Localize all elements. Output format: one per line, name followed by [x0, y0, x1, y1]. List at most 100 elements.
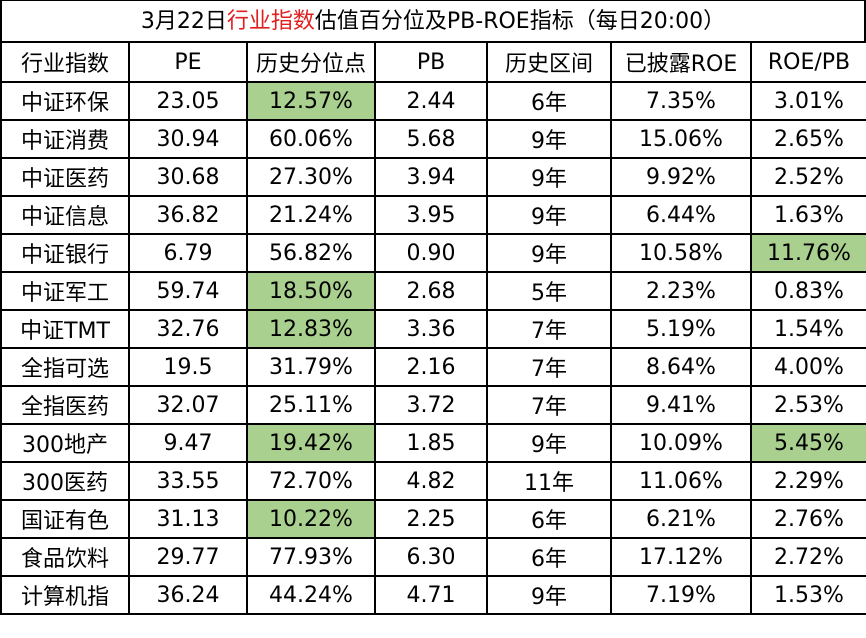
table-body: 中证环保 23.05 12.57% 2.44 6年 7.35% 3.01% 中证消费 30.94…: [0, 81, 866, 615]
cell-percentile: 44.24%: [246, 575, 376, 615]
cell-pb: 4.82: [374, 461, 488, 501]
cell-index-name: 中证环保: [0, 81, 130, 121]
cell-index-name: 计算机指: [0, 575, 130, 615]
header-pe: PE: [128, 41, 248, 83]
cell-roe: 15.06%: [610, 119, 752, 159]
title-highlight: 行业指数: [226, 9, 315, 34]
cell-index-name: 中证TMT: [0, 309, 130, 349]
cell-percentile: 31.79%: [246, 347, 376, 387]
cell-index-name: 中证银行: [0, 233, 130, 273]
cell-pb: 2.44: [374, 81, 488, 121]
table-row: 计算机指 36.24 44.24% 4.71 9年 7.19% 1.53%: [0, 575, 866, 615]
cell-pb: 3.72: [374, 385, 488, 425]
cell-roe-pb: 2.29%: [750, 461, 866, 501]
cell-pb: 6.30: [374, 537, 488, 577]
cell-percentile: 12.83%: [246, 309, 376, 349]
cell-roe: 9.92%: [610, 157, 752, 197]
cell-roe-pb: 2.65%: [750, 119, 866, 159]
cell-roe-pb: 2.72%: [750, 537, 866, 577]
cell-roe: 6.21%: [610, 499, 752, 539]
cell-percentile: 60.06%: [246, 119, 376, 159]
table-title: 3月22日行业指数估值百分位及PB-ROE指标（每日20:00）: [0, 0, 866, 41]
cell-range: 6年: [486, 81, 612, 121]
cell-percentile: 72.70%: [246, 461, 376, 501]
cell-roe: 17.12%: [610, 537, 752, 577]
cell-pe: 32.07: [128, 385, 248, 425]
cell-roe: 7.19%: [610, 575, 752, 615]
cell-roe-pb: 1.63%: [750, 195, 866, 235]
cell-range: 9年: [486, 157, 612, 197]
cell-percentile: 56.82%: [246, 233, 376, 273]
cell-range: 7年: [486, 347, 612, 387]
cell-roe-pb: 4.00%: [750, 347, 866, 387]
cell-pb: 4.71: [374, 575, 488, 615]
cell-roe-pb: 3.01%: [750, 81, 866, 121]
cell-pe: 33.55: [128, 461, 248, 501]
cell-range: 6年: [486, 537, 612, 577]
table-row: 中证信息 36.82 21.24% 3.95 9年 6.44% 1.63%: [0, 195, 866, 235]
table-row: 300地产 9.47 19.42% 1.85 9年 10.09% 5.45%: [0, 423, 866, 463]
cell-pe: 30.94: [128, 119, 248, 159]
table-row: 国证有色 31.13 10.22% 2.25 6年 6.21% 2.76%: [0, 499, 866, 539]
table-row: 中证医药 30.68 27.30% 3.94 9年 9.92% 2.52%: [0, 157, 866, 197]
cell-range: 11年: [486, 461, 612, 501]
cell-range: 9年: [486, 195, 612, 235]
cell-index-name: 国证有色: [0, 499, 130, 539]
table-row: 300医药 33.55 72.70% 4.82 11年 11.06% 2.29%: [0, 461, 866, 501]
cell-index-name: 中证军工: [0, 271, 130, 311]
cell-roe: 10.09%: [610, 423, 752, 463]
cell-roe: 9.41%: [610, 385, 752, 425]
cell-roe-pb: 0.83%: [750, 271, 866, 311]
cell-roe-pb: 1.54%: [750, 309, 866, 349]
cell-range: 9年: [486, 119, 612, 159]
cell-index-name: 300地产: [0, 423, 130, 463]
cell-roe: 7.35%: [610, 81, 752, 121]
table-row: 中证银行 6.79 56.82% 0.90 9年 10.58% 11.76%: [0, 233, 866, 273]
cell-index-name: 中证信息: [0, 195, 130, 235]
header-percentile: 历史分位点: [246, 41, 376, 83]
header-roe: 已披露ROE: [610, 41, 752, 83]
cell-percentile: 27.30%: [246, 157, 376, 197]
cell-index-name: 全指医药: [0, 385, 130, 425]
cell-pb: 2.25: [374, 499, 488, 539]
cell-pb: 3.36: [374, 309, 488, 349]
cell-pe: 36.24: [128, 575, 248, 615]
cell-roe: 2.23%: [610, 271, 752, 311]
cell-index-name: 300医药: [0, 461, 130, 501]
cell-roe: 6.44%: [610, 195, 752, 235]
cell-range: 7年: [486, 385, 612, 425]
header-pb: PB: [374, 41, 488, 83]
table-row: 中证环保 23.05 12.57% 2.44 6年 7.35% 3.01%: [0, 81, 866, 121]
cell-roe-pb: 2.52%: [750, 157, 866, 197]
cell-index-name: 全指可选: [0, 347, 130, 387]
cell-pb: 5.68: [374, 119, 488, 159]
cell-roe-pb: 1.53%: [750, 575, 866, 615]
table-row: 全指医药 32.07 25.11% 3.72 7年 9.41% 2.53%: [0, 385, 866, 425]
header-index: 行业指数: [0, 41, 130, 83]
cell-pb: 3.94: [374, 157, 488, 197]
cell-pe: 59.74: [128, 271, 248, 311]
cell-percentile: 12.57%: [246, 81, 376, 121]
cell-pe: 36.82: [128, 195, 248, 235]
table-row: 全指可选 19.5 31.79% 2.16 7年 8.64% 4.00%: [0, 347, 866, 387]
title-suffix: 估值百分位及PB-ROE指标（每日20:00）: [314, 9, 726, 34]
cell-index-name: 中证医药: [0, 157, 130, 197]
cell-percentile: 19.42%: [246, 423, 376, 463]
cell-pe: 29.77: [128, 537, 248, 577]
cell-index-name: 中证消费: [0, 119, 130, 159]
title-prefix: 3月22日: [140, 9, 227, 34]
cell-range: 9年: [486, 423, 612, 463]
cell-pe: 23.05: [128, 81, 248, 121]
table-row: 中证TMT 32.76 12.83% 3.36 7年 5.19% 1.54%: [0, 309, 866, 349]
cell-pe: 30.68: [128, 157, 248, 197]
cell-roe-pb: 2.53%: [750, 385, 866, 425]
cell-pb: 3.95: [374, 195, 488, 235]
cell-roe: 10.58%: [610, 233, 752, 273]
cell-range: 5年: [486, 271, 612, 311]
cell-percentile: 10.22%: [246, 499, 376, 539]
valuation-table: 行业指数 PE 历史分位点 PB 历史区间 已披露ROE ROE/PB 中证环保…: [0, 41, 866, 615]
table-row: 中证消费 30.94 60.06% 5.68 9年 15.06% 2.65%: [0, 119, 866, 159]
cell-percentile: 25.11%: [246, 385, 376, 425]
table-row: 中证军工 59.74 18.50% 2.68 5年 2.23% 0.83%: [0, 271, 866, 311]
header-roe-pb: ROE/PB: [750, 41, 866, 83]
